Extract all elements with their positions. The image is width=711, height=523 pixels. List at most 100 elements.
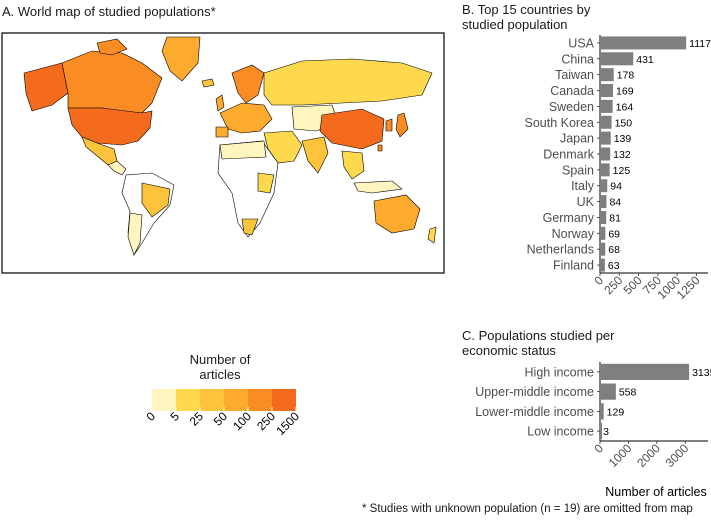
countries-category-label: South Korea — [525, 116, 595, 130]
economic-status-title: C. Populations studied per economic stat… — [462, 328, 615, 358]
countries-bar — [601, 226, 606, 240]
countries-bar — [601, 258, 605, 272]
income-x-tick-label: 3000 — [663, 441, 692, 470]
legend-swatch — [152, 389, 176, 411]
income-category-label: Lower-middle income — [475, 405, 594, 419]
legend-swatch — [176, 389, 200, 411]
map-region-east-africa — [257, 172, 275, 194]
income-x-tick-label: 2000 — [634, 441, 663, 470]
map-region-indonesia — [353, 180, 403, 194]
countries-bar — [601, 84, 614, 98]
countries-data-label: 84 — [609, 197, 621, 209]
countries-category-label: Spain — [562, 163, 594, 177]
income-category-label: High income — [525, 365, 595, 379]
income-bar — [601, 383, 616, 400]
countries-category-label: Canada — [550, 84, 594, 98]
countries-category-label: Germany — [543, 211, 595, 225]
countries-category-label: Italy — [571, 179, 595, 193]
map-region-iceland — [201, 78, 215, 88]
countries-category-label: Taiwan — [555, 68, 594, 82]
countries-data-label: 139 — [614, 133, 632, 145]
income-data-label: 3135 — [692, 367, 711, 379]
countries-category-label: Norway — [552, 227, 595, 241]
map-region-japan — [395, 112, 409, 138]
map-region-southeast-asia — [341, 150, 365, 180]
map-region-russia — [263, 58, 433, 106]
countries-bar — [601, 115, 612, 129]
income-x-axis-title: Number of articles — [605, 485, 706, 499]
countries-data-label: 132 — [613, 149, 631, 161]
map-region-india — [301, 136, 329, 174]
countries-data-label: 94 — [610, 181, 622, 193]
countries-category-label: Netherlands — [527, 243, 594, 257]
countries-category-label: Finland — [553, 259, 594, 273]
countries-category-label: China — [561, 52, 594, 66]
map-title: A. World map of studied populations* — [2, 4, 216, 19]
income-bar — [601, 363, 690, 380]
top-countries-title: B. Top 15 countries by studied populatio… — [462, 2, 591, 32]
countries-bar — [601, 68, 614, 82]
income-bar — [601, 403, 604, 420]
countries-data-label: 63 — [608, 260, 620, 272]
map-region-china — [319, 108, 385, 150]
income-x-tick-label: 1000 — [606, 441, 635, 470]
map-region-greenland — [161, 36, 201, 82]
legend-swatch — [200, 389, 224, 411]
countries-bar — [601, 195, 607, 209]
countries-data-label: 169 — [616, 86, 634, 98]
countries-category-label: Denmark — [543, 148, 594, 162]
map-region-uk — [215, 94, 225, 112]
legend-swatch — [224, 389, 248, 411]
countries-data-label: 68 — [608, 244, 620, 256]
world-map — [1, 32, 445, 274]
countries-data-label: 150 — [615, 117, 633, 129]
countries-data-label: 1117 — [689, 38, 711, 50]
map-region-arctic-islands — [96, 38, 128, 56]
countries-bar — [601, 210, 607, 224]
map-region-central-america — [107, 160, 127, 176]
countries-bar — [601, 179, 608, 193]
countries-bar — [601, 36, 687, 50]
map-region-chile-argentina — [127, 212, 143, 256]
map-region-brazil — [141, 182, 171, 218]
income-category-label: Upper-middle income — [475, 385, 594, 399]
map-region-taiwan — [377, 144, 383, 152]
countries-category-label: USA — [568, 36, 594, 50]
countries-data-label: 69 — [608, 228, 620, 240]
income-bar — [601, 423, 602, 440]
countries-bar — [601, 147, 611, 161]
map-region-usa — [67, 107, 153, 146]
income-category-label: Low income — [527, 425, 594, 439]
income-data-label: 558 — [619, 387, 637, 399]
legend-title: Number of articles — [189, 352, 251, 382]
map-region-new-zealand — [427, 226, 437, 244]
countries-bar — [601, 163, 610, 177]
map-region-south-africa — [241, 218, 259, 236]
map-region-north-africa — [219, 140, 267, 160]
countries-category-label: UK — [577, 195, 595, 209]
countries-category-label: Japan — [560, 132, 594, 146]
legend-swatch — [248, 389, 272, 411]
countries-data-label: 164 — [616, 101, 634, 113]
map-region-iberia — [215, 126, 229, 138]
income-x-tick-label: 0 — [591, 441, 606, 456]
map-region-europe — [219, 102, 273, 134]
countries-data-label: 125 — [613, 165, 631, 177]
countries-bar — [601, 242, 606, 256]
countries-bar — [601, 52, 634, 66]
map-region-scandinavia — [231, 64, 265, 104]
footnote: * Studies with unknown population (n = 1… — [362, 503, 693, 515]
countries-bar — [601, 99, 613, 113]
countries-bar — [601, 131, 611, 145]
countries-category-label: Sweden — [549, 100, 594, 114]
countries-data-label: 431 — [636, 54, 654, 66]
income-data-label: 3 — [603, 426, 609, 438]
countries-data-label: 81 — [609, 212, 621, 224]
map-region-australia — [373, 194, 421, 234]
legend-swatch — [272, 389, 296, 411]
map-region-korea — [385, 118, 393, 132]
countries-data-label: 178 — [617, 70, 635, 82]
